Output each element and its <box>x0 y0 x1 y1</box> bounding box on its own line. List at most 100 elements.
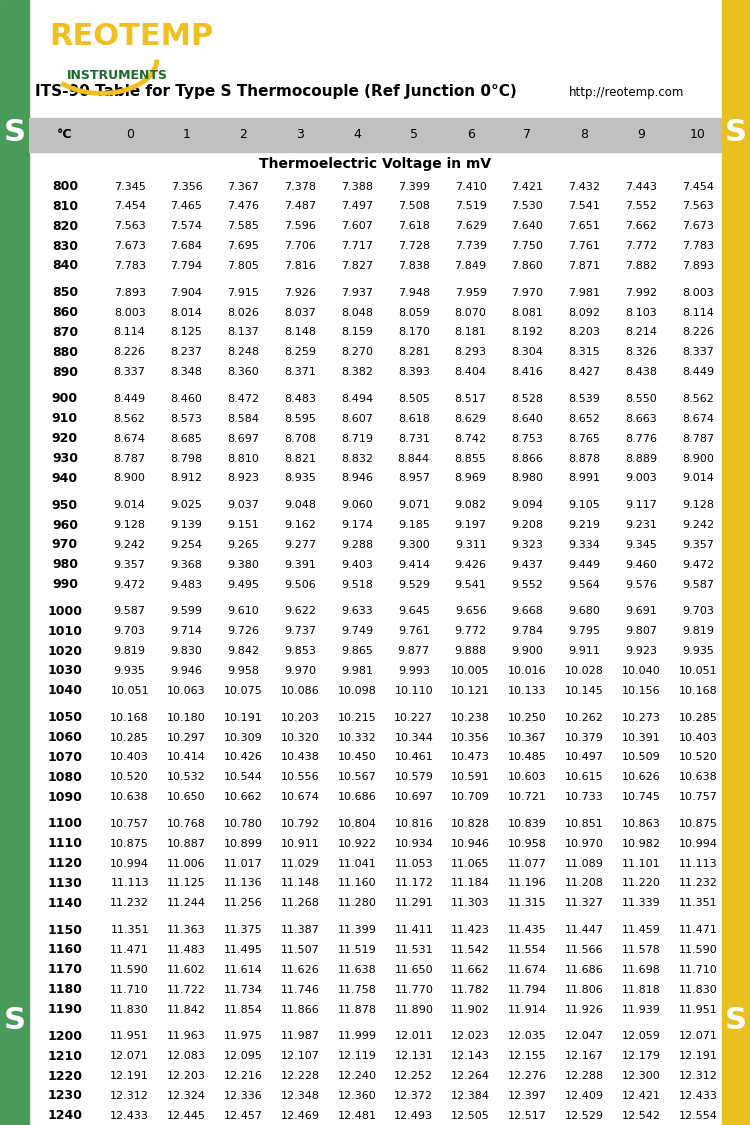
Text: 9.946: 9.946 <box>170 666 202 676</box>
Text: 12.554: 12.554 <box>679 1110 718 1120</box>
Text: 7.476: 7.476 <box>227 201 260 212</box>
Text: 8.114: 8.114 <box>114 327 146 338</box>
Text: 12.505: 12.505 <box>452 1110 490 1120</box>
Text: 11.507: 11.507 <box>280 945 320 955</box>
Text: °C: °C <box>57 128 73 142</box>
Text: 11.614: 11.614 <box>224 965 262 974</box>
Text: 11.268: 11.268 <box>280 898 320 908</box>
Text: 10.075: 10.075 <box>224 686 262 696</box>
Text: 11.794: 11.794 <box>508 984 547 994</box>
Text: 11.471: 11.471 <box>110 945 149 955</box>
Text: 11.830: 11.830 <box>110 1005 149 1015</box>
Text: 12.372: 12.372 <box>394 1091 433 1101</box>
Text: 10.579: 10.579 <box>394 772 433 782</box>
Text: 9.219: 9.219 <box>568 520 600 530</box>
Text: 2: 2 <box>239 128 248 142</box>
Text: 1120: 1120 <box>47 857 82 870</box>
Text: 10.168: 10.168 <box>679 686 717 696</box>
Text: 7.618: 7.618 <box>398 222 430 232</box>
Text: 10.922: 10.922 <box>338 839 376 848</box>
Text: 9.048: 9.048 <box>284 501 316 511</box>
Text: 7: 7 <box>524 128 532 142</box>
Text: 11.029: 11.029 <box>280 858 320 868</box>
Text: 8.192: 8.192 <box>512 327 544 338</box>
Text: 11.902: 11.902 <box>452 1005 490 1015</box>
Text: 12.312: 12.312 <box>110 1091 149 1101</box>
Text: 11.387: 11.387 <box>280 925 320 935</box>
Text: 9.633: 9.633 <box>341 606 373 616</box>
Text: 7.454: 7.454 <box>114 201 146 212</box>
Text: 12.167: 12.167 <box>565 1051 604 1061</box>
Text: 8.416: 8.416 <box>512 367 544 377</box>
Text: 8.315: 8.315 <box>568 348 600 358</box>
Text: 8.652: 8.652 <box>568 414 600 424</box>
Text: 7.695: 7.695 <box>227 241 260 251</box>
Text: 12.240: 12.240 <box>338 1071 376 1081</box>
Text: 12.143: 12.143 <box>452 1051 490 1061</box>
Text: 11.722: 11.722 <box>167 984 206 994</box>
Text: 12.023: 12.023 <box>452 1032 490 1042</box>
Text: 8.539: 8.539 <box>568 394 600 404</box>
Text: 11.566: 11.566 <box>565 945 604 955</box>
Bar <box>28 118 722 152</box>
Text: 9.610: 9.610 <box>227 606 260 616</box>
Text: 10.733: 10.733 <box>565 792 604 802</box>
Text: 9.242: 9.242 <box>682 520 714 530</box>
Text: 11.006: 11.006 <box>167 858 206 868</box>
Text: 11.244: 11.244 <box>167 898 206 908</box>
Text: 10.887: 10.887 <box>167 839 206 848</box>
Text: 9.656: 9.656 <box>454 606 487 616</box>
Text: 11.447: 11.447 <box>565 925 604 935</box>
Text: 10.040: 10.040 <box>622 666 661 676</box>
Text: 7.552: 7.552 <box>626 201 657 212</box>
Text: 8.472: 8.472 <box>227 394 260 404</box>
Text: 7.761: 7.761 <box>568 241 600 251</box>
Text: 11.041: 11.041 <box>338 858 376 868</box>
Text: 9.691: 9.691 <box>626 606 657 616</box>
Text: 12.276: 12.276 <box>508 1071 547 1081</box>
Text: 9.668: 9.668 <box>512 606 544 616</box>
Text: 12.397: 12.397 <box>508 1091 547 1101</box>
Text: 8.866: 8.866 <box>512 453 544 463</box>
Text: 8.821: 8.821 <box>284 453 316 463</box>
Text: 7.443: 7.443 <box>625 181 657 191</box>
Text: 1100: 1100 <box>47 818 82 830</box>
Text: 10.168: 10.168 <box>110 712 149 722</box>
Text: 7.497: 7.497 <box>341 201 373 212</box>
Text: 8.259: 8.259 <box>284 348 316 358</box>
Text: 1240: 1240 <box>47 1109 82 1123</box>
Text: 10.603: 10.603 <box>509 772 547 782</box>
Text: 12.107: 12.107 <box>280 1051 320 1061</box>
Text: 910: 910 <box>52 413 78 425</box>
Text: 8.449: 8.449 <box>682 367 714 377</box>
Text: 8.337: 8.337 <box>114 367 146 377</box>
Text: 9.888: 9.888 <box>454 646 487 656</box>
Text: 11.939: 11.939 <box>622 1005 661 1015</box>
Text: 7.904: 7.904 <box>170 288 202 298</box>
Text: 7.607: 7.607 <box>341 222 373 232</box>
Text: 1210: 1210 <box>47 1050 82 1063</box>
Text: 10.403: 10.403 <box>110 753 149 763</box>
Text: 9.703: 9.703 <box>682 606 714 616</box>
Text: 8.776: 8.776 <box>625 434 657 443</box>
Text: 8.935: 8.935 <box>284 474 316 484</box>
Text: 9.128: 9.128 <box>114 520 146 530</box>
Text: 8.629: 8.629 <box>454 414 487 424</box>
Text: 8.483: 8.483 <box>284 394 316 404</box>
Text: 1000: 1000 <box>47 605 82 618</box>
Text: 10.005: 10.005 <box>452 666 490 676</box>
Text: 9.185: 9.185 <box>398 520 430 530</box>
Text: 8.026: 8.026 <box>227 307 260 317</box>
Text: 8.092: 8.092 <box>568 307 600 317</box>
Text: 11.770: 11.770 <box>394 984 433 994</box>
Text: 10.532: 10.532 <box>167 772 206 782</box>
Text: 11.662: 11.662 <box>452 965 490 974</box>
Text: 1110: 1110 <box>47 837 82 850</box>
Text: 9.071: 9.071 <box>398 501 430 511</box>
Text: 920: 920 <box>52 432 78 446</box>
Text: 8.048: 8.048 <box>341 307 373 317</box>
Text: 10.674: 10.674 <box>280 792 320 802</box>
Text: 8.438: 8.438 <box>625 367 657 377</box>
Text: 11.686: 11.686 <box>565 965 604 974</box>
Text: 10.391: 10.391 <box>622 732 661 742</box>
